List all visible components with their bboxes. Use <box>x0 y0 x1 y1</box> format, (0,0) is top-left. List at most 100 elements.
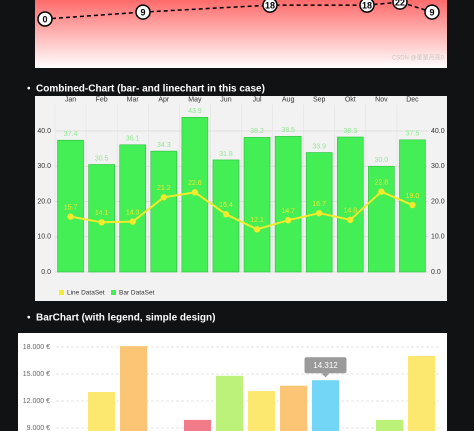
y-tick-label: 0.0 <box>41 269 51 276</box>
watermark: CSDN @星星月亮0 <box>392 54 445 62</box>
bar <box>57 139 84 273</box>
y2-tick-label: 0.0 <box>431 269 441 276</box>
bar <box>280 385 307 431</box>
line-value-label: 14.3 <box>126 209 140 216</box>
x-tick-label: Apr <box>158 96 170 103</box>
bar-value-label: 37.4 <box>64 131 78 138</box>
line-point <box>67 213 74 220</box>
line-value-label: 12.1 <box>250 217 264 224</box>
legend-swatch <box>59 290 64 295</box>
line-point <box>98 219 105 226</box>
y-tick-label: 40.0 <box>37 128 51 135</box>
bar <box>119 144 147 273</box>
point-label: 0 <box>42 14 47 24</box>
line-value-label: 22.6 <box>188 180 202 187</box>
line-value-label: 16.4 <box>219 202 233 209</box>
line-point <box>316 209 323 217</box>
line-point <box>129 218 136 225</box>
tooltip-box <box>304 357 347 374</box>
x-tick-label: Aug <box>282 96 295 103</box>
bar-value-label: 31.8 <box>219 151 233 158</box>
x-tick-label: Jan <box>65 96 76 103</box>
x-tick-label: Feb <box>96 96 108 103</box>
line-value-label: 16.7 <box>312 201 326 208</box>
line-point <box>222 211 230 218</box>
bar-value-label: 37.5 <box>406 131 420 138</box>
bar-value-label: 36.1 <box>126 136 140 143</box>
bar <box>120 346 147 431</box>
point <box>392 0 408 10</box>
x-tick-label: Sep <box>313 96 326 103</box>
bar <box>248 391 275 431</box>
line-value-label: 19.0 <box>406 193 420 200</box>
bar-value-label: 33.9 <box>312 143 326 150</box>
point-label: 9 <box>140 7 145 17</box>
line-point <box>378 188 385 195</box>
bar <box>184 419 211 431</box>
line-value-label: 22.8 <box>375 179 389 186</box>
bar <box>243 137 271 273</box>
y-tick-label: 30.0 <box>37 163 51 170</box>
line-value-label: 21.2 <box>157 185 171 192</box>
point <box>262 0 278 13</box>
bar <box>312 380 339 431</box>
bar-value-label: 34.3 <box>157 142 171 149</box>
bar <box>408 356 435 431</box>
y-tick-label: 10.0 <box>37 234 51 241</box>
bar-value-label: 43.9 <box>188 108 202 115</box>
bullet: • <box>27 313 31 324</box>
line-point <box>160 194 167 201</box>
bar <box>88 392 115 431</box>
line-point <box>409 201 416 209</box>
line-point <box>347 216 354 224</box>
line-value-label: 15.7 <box>64 205 78 212</box>
section-title: BarChart (with legend, simple design) <box>36 313 215 324</box>
bar-value-label: 38.5 <box>281 127 295 134</box>
x-tick-label: Okt <box>345 96 356 103</box>
point <box>135 4 151 20</box>
point-label: 22 <box>395 0 405 7</box>
line <box>44 1 433 20</box>
y2-tick-label: 30.0 <box>431 163 445 170</box>
y-tick-label: 12.000 € <box>23 398 50 405</box>
bar <box>150 150 178 273</box>
point-label: 9 <box>429 7 434 17</box>
line-point <box>284 216 292 224</box>
top-chart-panel <box>35 0 447 68</box>
line-value-label: 14.1 <box>95 210 109 217</box>
bar-value-label: 30.0 <box>375 157 389 164</box>
point-label: 18 <box>362 1 372 11</box>
line-point <box>253 226 261 233</box>
legend-label: Bar DataSet <box>119 290 155 297</box>
x-tick-label: Nov <box>375 96 388 103</box>
bar <box>88 164 115 273</box>
bar <box>274 136 302 273</box>
section-title: Combined-Chart (bar- and linechart in th… <box>36 84 265 95</box>
bar <box>376 419 403 431</box>
point <box>37 11 53 27</box>
legend-label: Line DataSet <box>67 290 105 297</box>
y-tick-label: 18.000 € <box>23 344 50 351</box>
line <box>70 190 413 231</box>
y-tick-label: 9.000 € <box>27 425 50 431</box>
line-value-label: 14.8 <box>343 208 357 215</box>
bar-value-label: 38.3 <box>343 128 357 135</box>
y2-tick-label: 10.0 <box>431 234 445 241</box>
x-tick-label: Jul <box>253 96 262 103</box>
y-tick-label: 15.000 € <box>23 371 50 378</box>
tooltip-pointer <box>321 373 330 378</box>
line-point <box>191 189 199 196</box>
line-value-label: 14.7 <box>281 208 295 215</box>
x-tick-label: May <box>188 96 202 103</box>
x-tick-label: Dec <box>406 96 419 103</box>
y2-tick-label: 20.0 <box>431 198 445 205</box>
legend-swatch <box>111 290 116 295</box>
bar-value-label: 38.2 <box>250 128 264 135</box>
y-tick-label: 20.0 <box>37 198 51 205</box>
x-tick-label: Mar <box>127 96 140 103</box>
point-label: 18 <box>265 1 275 11</box>
y2-tick-label: 40.0 <box>431 128 445 135</box>
x-tick-label: Jun <box>220 96 231 103</box>
bar <box>216 375 243 431</box>
